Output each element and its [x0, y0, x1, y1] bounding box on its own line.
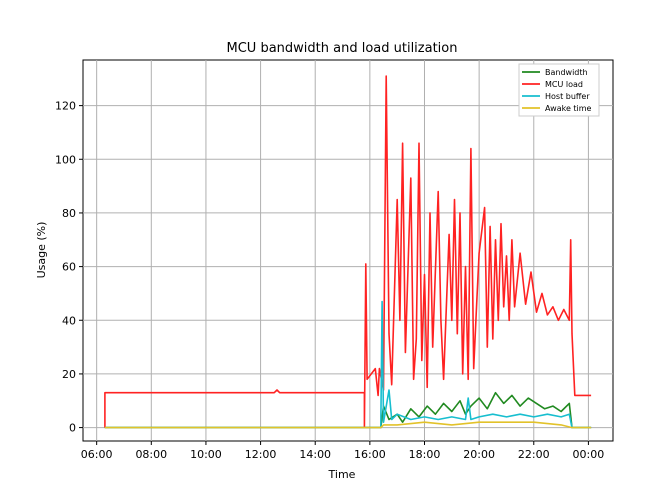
- x-tick-label: 18:00: [409, 448, 441, 461]
- y-tick-label: 60: [62, 261, 76, 274]
- x-axis-label: Time: [328, 468, 356, 481]
- legend-items: Bandwidth MCU load Host buffer Awake time: [522, 68, 592, 113]
- plot-area-frame: [82, 59, 614, 442]
- x-tick-label: 08:00: [135, 448, 167, 461]
- legend-label-awake-time: Awake time: [545, 104, 592, 113]
- legend-label-bandwidth: Bandwidth: [545, 68, 588, 77]
- series-line-bandwidth: [104, 391, 592, 429]
- y-axis-ticks: 0 20 40 60 80 100 120: [55, 100, 83, 435]
- chart-title: MCU bandwidth and load utilization: [227, 41, 458, 56]
- x-tick-label: 06:00: [81, 448, 113, 461]
- x-tick-label: 22:00: [518, 448, 550, 461]
- y-tick-label: 40: [62, 314, 76, 327]
- x-tick-label: 00:00: [573, 448, 605, 461]
- series-line-host-buffer: [104, 300, 592, 429]
- series-line-awake-time: [104, 421, 592, 429]
- legend: Bandwidth MCU load Host buffer Awake time: [518, 63, 600, 117]
- legend-label-host-buffer: Host buffer: [545, 92, 590, 101]
- gridlines: [83, 60, 613, 441]
- x-tick-label: 20:00: [463, 448, 495, 461]
- x-tick-label: 12:00: [245, 448, 277, 461]
- y-tick-label: 120: [55, 100, 76, 113]
- y-tick-label: 80: [62, 207, 76, 220]
- x-tick-label: 16:00: [354, 448, 386, 461]
- x-tick-label: 10:00: [190, 448, 222, 461]
- x-axis-ticks: 06:00 08:00 10:00 12:00 14:00 16:00 18:00 20:00…: [81, 441, 604, 461]
- y-axis-label: Usage (%): [35, 222, 48, 279]
- y-tick-label: 0: [69, 422, 76, 435]
- y-tick-label: 100: [55, 153, 76, 166]
- y-tick-label: 20: [62, 368, 76, 381]
- series-group: [104, 75, 592, 429]
- x-tick-label: 14:00: [299, 448, 331, 461]
- legend-label-mcu-load: MCU load: [545, 80, 583, 89]
